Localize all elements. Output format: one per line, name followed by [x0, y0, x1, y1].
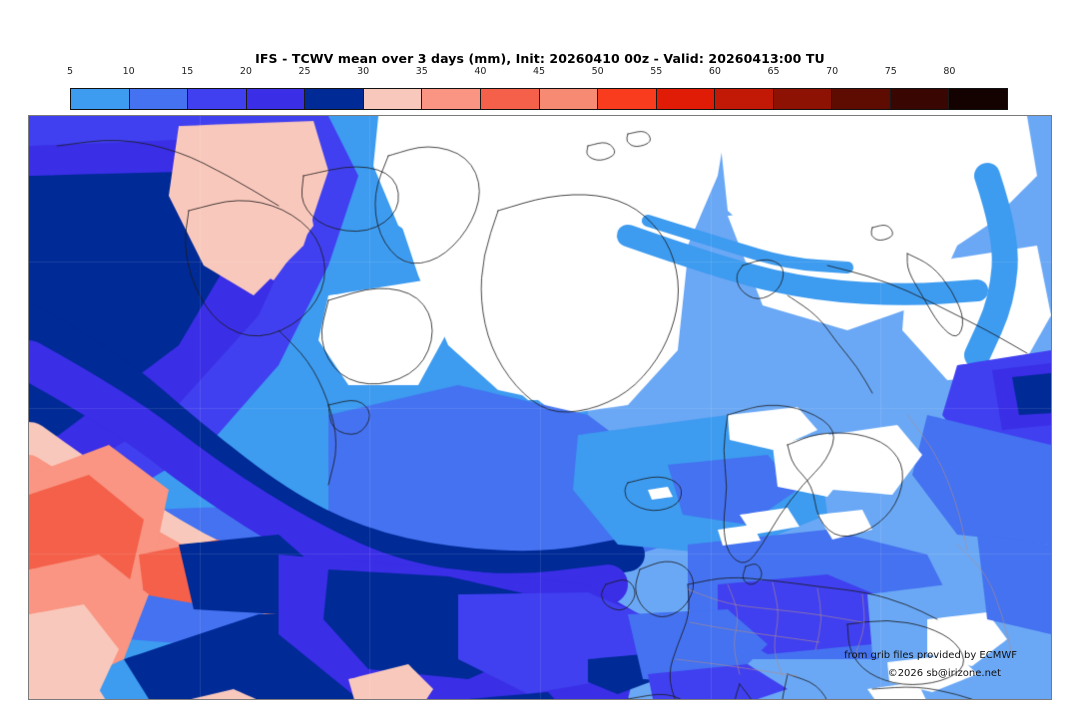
- colorbar-tick-45: 45: [532, 66, 546, 77]
- colorbar-tick-15: 15: [181, 66, 194, 77]
- colorbar-tick-20: 20: [239, 66, 252, 77]
- colorbar-bin-35-40: [422, 89, 481, 109]
- colorbar-tick-65: 65: [767, 66, 780, 77]
- colorbar-bin-15-20: [188, 89, 247, 109]
- colorbar-tick-30: 30: [357, 66, 370, 77]
- colorbar-bin-65-70: [773, 89, 833, 109]
- colorbar-bin-30-35: [363, 89, 423, 109]
- colorbar-tick-35: 35: [415, 66, 428, 77]
- colorbar-tick-50: 50: [591, 66, 604, 77]
- colorbar-bin-70-75: [832, 89, 891, 109]
- colorbar-tick-55: 55: [650, 66, 663, 77]
- colorbar-bin-25-30: [305, 89, 364, 109]
- colorbar-bin-50-55: [598, 89, 657, 109]
- colorbar-bin-45-50: [539, 89, 599, 109]
- credit-copyright: ©2026 sb@irizone.net: [887, 668, 1001, 679]
- colorbar-tick-75: 75: [884, 66, 897, 77]
- colorbar-bin-55-60: [656, 89, 716, 109]
- colorbar-legend: 5 10 15 20 25 30 35 40 45 50 55 60 65 70 75 80: [66, 66, 1008, 110]
- page-title: IFS - TCWV mean over 3 days (mm), Init: …: [255, 51, 825, 66]
- colorbar-tick-40: 40: [474, 66, 487, 77]
- colorbar-tick-5: 5: [66, 66, 74, 77]
- colorbar-bin-gt80: [949, 89, 1007, 109]
- colorbar-bin-5-10: [71, 89, 130, 109]
- colorbar-swatches: [70, 88, 1008, 110]
- map-frame[interactable]: from grib files provided by ECMWF ©2026 …: [28, 115, 1052, 700]
- colorbar-tick-70: 70: [826, 66, 839, 77]
- colorbar-bin-20-25: [246, 89, 306, 109]
- map-raster[interactable]: [29, 116, 1051, 699]
- colorbar-tick-25: 25: [298, 66, 311, 77]
- colorbar-tick-80: 80: [943, 66, 956, 77]
- colorbar-tick-60: 60: [708, 66, 721, 77]
- colorbar-tick-labels: 5 10 15 20 25 30 35 40 45 50 55 60 65 70 75 80: [66, 66, 1008, 80]
- colorbar-bin-40-45: [480, 89, 540, 109]
- credit-source: from grib files provided by ECMWF: [844, 650, 1017, 661]
- colorbar-bin-75-80: [890, 89, 950, 109]
- colorbar-tick-10: 10: [122, 66, 135, 77]
- colorbar-bin-10-15: [129, 89, 189, 109]
- colorbar-bin-60-65: [715, 89, 774, 109]
